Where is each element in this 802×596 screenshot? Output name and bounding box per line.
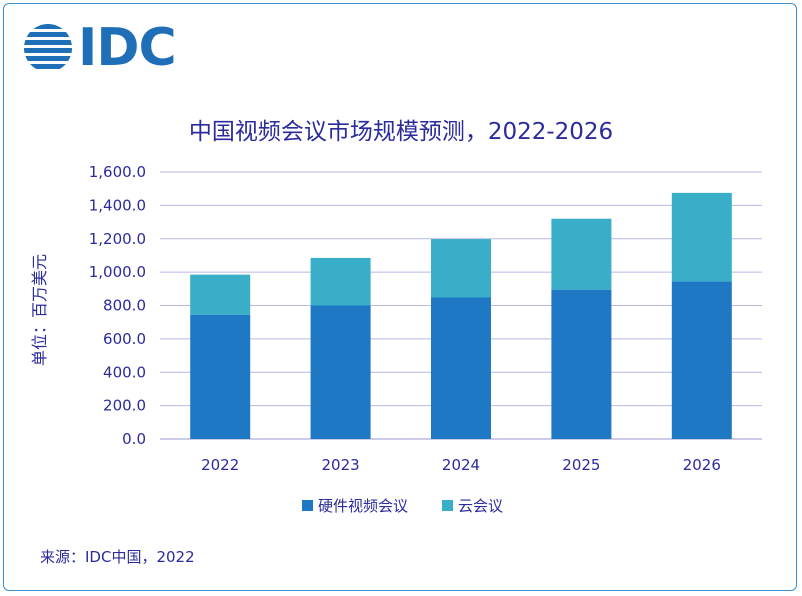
- legend-swatch: [302, 500, 313, 511]
- y-tick-label: 200.0: [103, 397, 146, 415]
- y-tick-label: 0.0: [122, 430, 146, 448]
- bar-hardware: [190, 314, 251, 439]
- bar-cloud: [431, 239, 491, 298]
- y-tick-label: 1,400.0: [89, 196, 146, 214]
- bar-hardware: [671, 281, 732, 439]
- bar-cloud: [551, 218, 612, 290]
- bar-hardware: [431, 297, 491, 439]
- y-tick-label: 1,000.0: [89, 263, 146, 281]
- x-tick-label: 2023: [322, 456, 360, 474]
- bar-hardware: [551, 289, 612, 439]
- x-tick-label: 2025: [562, 456, 600, 474]
- logo-text: IDC: [78, 18, 177, 78]
- x-tick-label: 2026: [683, 456, 721, 474]
- bar-cloud: [671, 192, 732, 282]
- x-tick-label: 2024: [442, 456, 480, 474]
- bar-cloud: [190, 274, 251, 315]
- source-note: 来源：IDC中国，2022: [40, 548, 195, 566]
- bar-cloud: [310, 257, 371, 306]
- x-tick-label: 2022: [201, 456, 239, 474]
- idc-logo: IDC: [22, 18, 177, 78]
- y-tick-label: 1,600.0: [89, 163, 146, 181]
- chart-frame: [3, 3, 797, 591]
- legend-label: 云会议: [458, 497, 503, 515]
- chart-title: 中国视频会议市场规模预测，2022-2026: [188, 119, 614, 145]
- legend-swatch: [442, 500, 453, 511]
- y-tick-label: 400.0: [103, 363, 146, 381]
- legend-label: 硬件视频会议: [318, 497, 408, 515]
- bar-hardware: [310, 305, 371, 439]
- y-tick-label: 600.0: [103, 330, 146, 348]
- y-tick-label: 1,200.0: [89, 230, 146, 248]
- y-tick-label: 800.0: [103, 297, 146, 315]
- globe-icon: [24, 24, 72, 69]
